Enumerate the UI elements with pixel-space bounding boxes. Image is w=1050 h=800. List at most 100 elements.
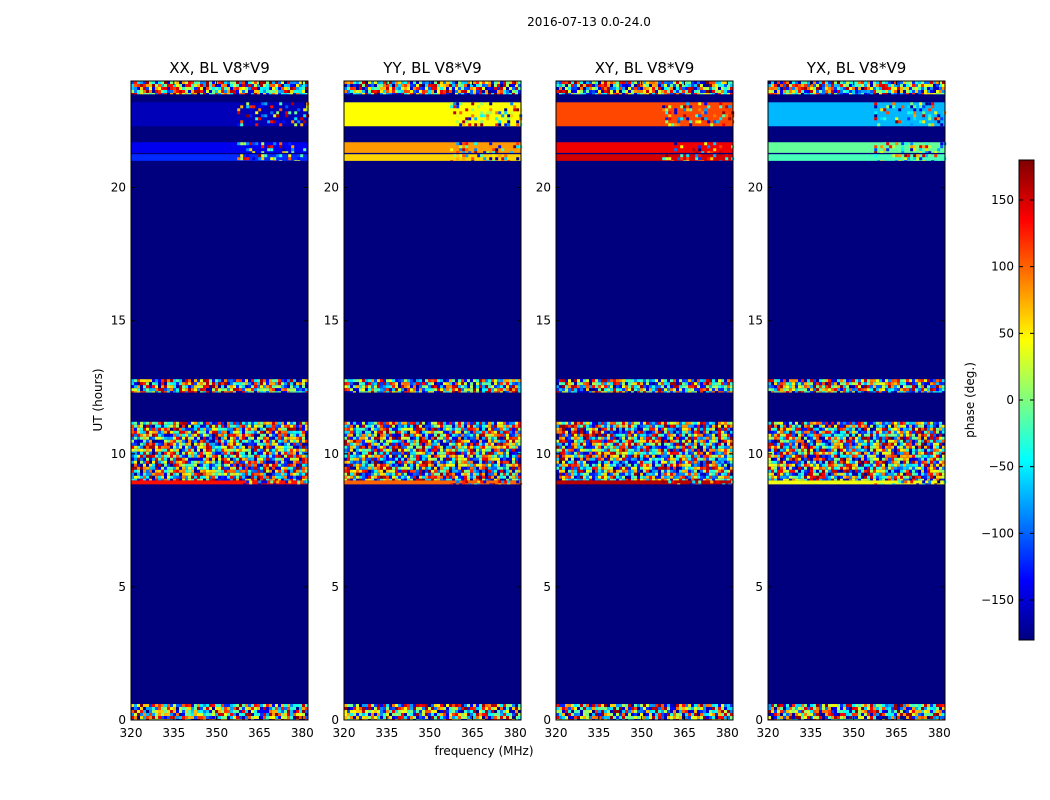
y-tick-label: 20	[111, 181, 126, 195]
heatmap-band	[768, 379, 945, 393]
x-tick-label: 365	[248, 726, 271, 740]
colorbar-tick-label: 0	[1006, 393, 1014, 407]
band-fill	[131, 142, 308, 153]
colorbar-tick-label: −100	[981, 526, 1014, 540]
heatmap-band	[556, 154, 735, 161]
heatmap-band	[344, 102, 523, 127]
y-tick-label: 15	[324, 314, 339, 328]
band-fill	[131, 154, 308, 161]
heatmap-band	[556, 142, 735, 153]
heatmap-band	[131, 142, 308, 153]
heatmap-band	[131, 154, 308, 161]
x-tick-label: 365	[461, 726, 484, 740]
y-tick-label: 10	[536, 447, 551, 461]
colorbar-tick-label: 100	[991, 260, 1014, 274]
panel-title: YX, BL V8*V9	[806, 59, 907, 77]
band-fill	[556, 142, 733, 153]
heatmap-band	[344, 480, 523, 485]
band-fill	[556, 480, 733, 485]
x-tick-label: 335	[162, 726, 185, 740]
y-tick-label: 5	[118, 580, 126, 594]
panel-title: XX, BL V8*V9	[169, 59, 270, 77]
x-tick-label: 380	[716, 726, 739, 740]
heatmap-band	[556, 704, 733, 720]
heatmap-band	[768, 102, 947, 127]
y-tick-label: 5	[331, 580, 339, 594]
heatmap-band	[556, 421, 733, 481]
heatmap-band	[131, 81, 308, 95]
x-tick-label: 350	[418, 726, 441, 740]
heatmap-band	[768, 142, 947, 153]
colorbar-tick-label: −50	[989, 460, 1014, 474]
heatmap-band	[131, 480, 310, 485]
band-fill	[768, 154, 945, 161]
band-fill	[344, 142, 521, 153]
y-tick-label: 0	[331, 713, 339, 727]
panel-frame	[555, 80, 734, 721]
x-tick-label: 320	[545, 726, 568, 740]
panel: YY, BL V8*V9 320 335 350 365 380 0 5 10 15 20	[324, 59, 527, 740]
y-tick-label: 20	[324, 181, 339, 195]
heatmap-band	[768, 480, 947, 485]
panel: YX, BL V8*V9 320 335 350 365 380 0 5 10 15 20	[748, 59, 951, 740]
y-tick-label: 5	[755, 580, 763, 594]
heatmap-band	[344, 421, 521, 481]
x-tick-label: 320	[757, 726, 780, 740]
heatmap-background	[131, 81, 308, 720]
x-tick-label: 335	[375, 726, 398, 740]
heatmap-background	[556, 81, 733, 720]
x-tick-label: 320	[120, 726, 143, 740]
x-axis-label: frequency (MHz)	[434, 744, 533, 758]
y-tick-label: 0	[118, 713, 126, 727]
colorbar-tick-label: 150	[991, 193, 1014, 207]
figure-suptitle: 2016-07-13 0.0-24.0	[527, 15, 651, 29]
heatmap-band	[768, 421, 945, 481]
x-tick-label: 365	[673, 726, 696, 740]
heatmap-band	[556, 379, 733, 393]
y-tick-label: 0	[755, 713, 763, 727]
heatmap-band	[344, 81, 521, 95]
heatmap-band	[344, 142, 523, 153]
heatmap-band	[131, 102, 310, 127]
y-tick-label: 15	[748, 314, 763, 328]
y-tick-label: 10	[748, 447, 763, 461]
heatmap-background	[768, 81, 945, 720]
band-fill	[344, 480, 521, 485]
x-tick-label: 335	[587, 726, 610, 740]
y-tick-label: 5	[543, 580, 551, 594]
heatmap-background	[344, 81, 521, 720]
x-tick-label: 365	[885, 726, 908, 740]
heatmap-band	[131, 379, 308, 393]
x-tick-label: 350	[630, 726, 653, 740]
colorbar-tick-label: 50	[999, 326, 1014, 340]
heatmap-band	[344, 379, 521, 393]
heatmap-band	[344, 704, 521, 720]
band-fill	[131, 480, 308, 485]
band-fill	[768, 102, 945, 127]
x-tick-label: 335	[799, 726, 822, 740]
heatmap-band	[344, 154, 523, 161]
band-fill	[556, 154, 733, 161]
panel: XY, BL V8*V9 320 335 350 365 380 0 5 10 15 20	[536, 59, 739, 740]
x-tick-label: 350	[205, 726, 228, 740]
panel-title: YY, BL V8*V9	[382, 59, 481, 77]
y-tick-label: 20	[536, 181, 551, 195]
band-fill	[768, 480, 945, 485]
panel-title: XY, BL V8*V9	[595, 59, 695, 77]
heatmap-band	[131, 704, 308, 720]
heatmap-band	[768, 704, 945, 720]
colorbar-label: phase (deg.)	[963, 362, 977, 438]
y-tick-label: 10	[324, 447, 339, 461]
x-tick-label: 380	[291, 726, 314, 740]
heatmap-band	[556, 81, 733, 95]
heatmap-band	[768, 81, 945, 95]
band-fill	[344, 102, 521, 127]
panel-frame	[767, 80, 946, 721]
y-tick-label: 20	[748, 181, 763, 195]
panel-frame	[130, 80, 309, 721]
heatmap-band	[131, 421, 308, 481]
x-tick-label: 320	[333, 726, 356, 740]
heatmap-band	[556, 102, 735, 127]
y-axis-label: UT (hours)	[91, 368, 105, 431]
